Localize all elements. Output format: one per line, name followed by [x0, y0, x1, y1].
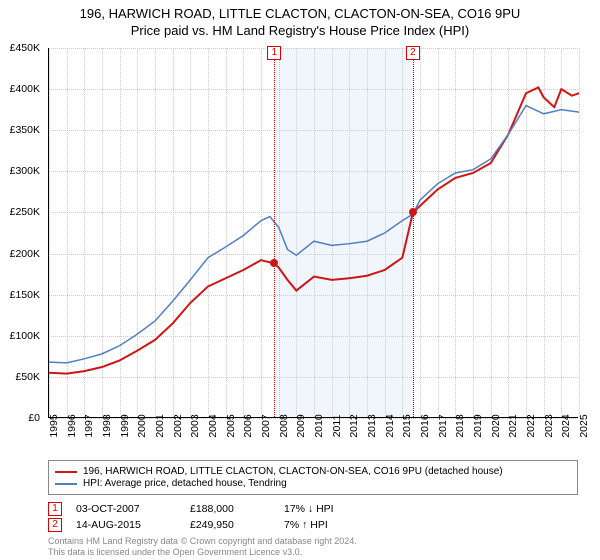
x-tick-label: 2011 — [331, 415, 343, 438]
x-tick-label: 2024 — [560, 414, 572, 437]
x-tick-label: 2017 — [437, 414, 449, 437]
sale-row: 1 03-OCT-2007 £188,000 17% ↓ HPI — [48, 502, 578, 516]
x-tick-label: 2016 — [419, 414, 431, 437]
sale-row-diff: 7% ↑ HPI — [284, 519, 384, 531]
series-red — [49, 87, 579, 373]
sale-marker-box: 1 — [267, 46, 281, 60]
x-tick-label: 2021 — [507, 414, 519, 437]
legend-box: 196, HARWICH ROAD, LITTLE CLACTON, CLACT… — [48, 460, 578, 495]
sale-row-marker: 2 — [48, 518, 62, 532]
x-tick-label: 1996 — [66, 414, 78, 437]
x-tick-label: 2000 — [136, 414, 148, 437]
x-tick-label: 2019 — [472, 414, 484, 437]
x-tick-label: 2004 — [207, 414, 219, 437]
sale-vline — [413, 48, 414, 417]
sale-marker-dot — [270, 259, 278, 267]
series-blue — [49, 106, 579, 363]
legend-swatch — [55, 483, 77, 485]
x-axis-labels: 1995199619971998199920002001200220032004… — [48, 422, 578, 462]
y-tick-label: £250K — [10, 206, 40, 218]
x-tick-label: 1998 — [101, 414, 113, 437]
footer-line-1: Contains HM Land Registry data © Crown c… — [48, 536, 578, 547]
legend-label: 196, HARWICH ROAD, LITTLE CLACTON, CLACT… — [83, 466, 503, 477]
chart-title: 196, HARWICH ROAD, LITTLE CLACTON, CLACT… — [0, 0, 600, 40]
sale-marker-box: 2 — [406, 46, 420, 60]
x-tick-label: 2012 — [348, 414, 360, 437]
legend-swatch — [55, 471, 77, 473]
y-tick-label: £350K — [10, 124, 40, 136]
legend-item: HPI: Average price, detached house, Tend… — [55, 478, 571, 489]
gridline-v — [579, 48, 580, 417]
sale-row-marker: 1 — [48, 502, 62, 516]
x-tick-label: 2006 — [242, 414, 254, 437]
x-tick-label: 2003 — [189, 414, 201, 437]
x-tick-label: 2015 — [401, 414, 413, 437]
sales-table: 1 03-OCT-2007 £188,000 17% ↓ HPI 2 14-AUG-201… — [48, 500, 578, 534]
x-tick-label: 2009 — [295, 414, 307, 437]
x-tick-label: 2023 — [543, 414, 555, 437]
x-tick-label: 2001 — [154, 414, 166, 437]
sale-row: 2 14-AUG-2015 £249,950 7% ↑ HPI — [48, 518, 578, 532]
x-tick-label: 1999 — [119, 414, 131, 437]
y-tick-label: £400K — [10, 83, 40, 95]
sale-row-price: £249,950 — [190, 519, 270, 531]
x-tick-label: 2010 — [313, 414, 325, 437]
x-tick-label: 2020 — [490, 414, 502, 437]
x-tick-label: 2007 — [260, 414, 272, 437]
y-tick-label: £150K — [10, 289, 40, 301]
sale-row-price: £188,000 — [190, 503, 270, 515]
x-tick-label: 2008 — [278, 414, 290, 437]
x-tick-label: 2018 — [454, 414, 466, 437]
footer-attribution: Contains HM Land Registry data © Crown c… — [48, 536, 578, 558]
y-tick-label: £300K — [10, 165, 40, 177]
x-tick-label: 2002 — [172, 414, 184, 437]
title-line-2: Price paid vs. HM Land Registry's House … — [10, 23, 590, 38]
sale-marker-dot — [409, 208, 417, 216]
x-tick-label: 2013 — [366, 414, 378, 437]
x-tick-label: 2022 — [525, 414, 537, 437]
legend-item: 196, HARWICH ROAD, LITTLE CLACTON, CLACT… — [55, 466, 571, 477]
sale-row-date: 14-AUG-2015 — [76, 519, 176, 531]
sale-row-date: 03-OCT-2007 — [76, 503, 176, 515]
legend-label: HPI: Average price, detached house, Tend… — [83, 478, 287, 489]
title-line-1: 196, HARWICH ROAD, LITTLE CLACTON, CLACT… — [10, 6, 590, 21]
sale-row-diff: 17% ↓ HPI — [284, 503, 384, 515]
x-tick-label: 1997 — [83, 414, 95, 437]
chart-lines-svg — [49, 48, 578, 417]
y-tick-label: £200K — [10, 248, 40, 260]
x-tick-label: 2025 — [578, 414, 590, 437]
sale-vline — [274, 48, 275, 417]
y-axis-labels: £0£50K£100K£150K£200K£250K£300K£350K£400… — [0, 48, 44, 418]
footer-line-2: This data is licensed under the Open Gov… — [48, 547, 578, 558]
y-tick-label: £100K — [10, 330, 40, 342]
y-tick-label: £450K — [10, 42, 40, 54]
x-tick-label: 1995 — [48, 414, 60, 437]
y-tick-label: £50K — [15, 371, 40, 383]
x-tick-label: 2014 — [384, 414, 396, 437]
y-tick-label: £0 — [28, 412, 40, 424]
x-tick-label: 2005 — [225, 414, 237, 437]
chart-plot-area: 12 — [48, 48, 578, 418]
